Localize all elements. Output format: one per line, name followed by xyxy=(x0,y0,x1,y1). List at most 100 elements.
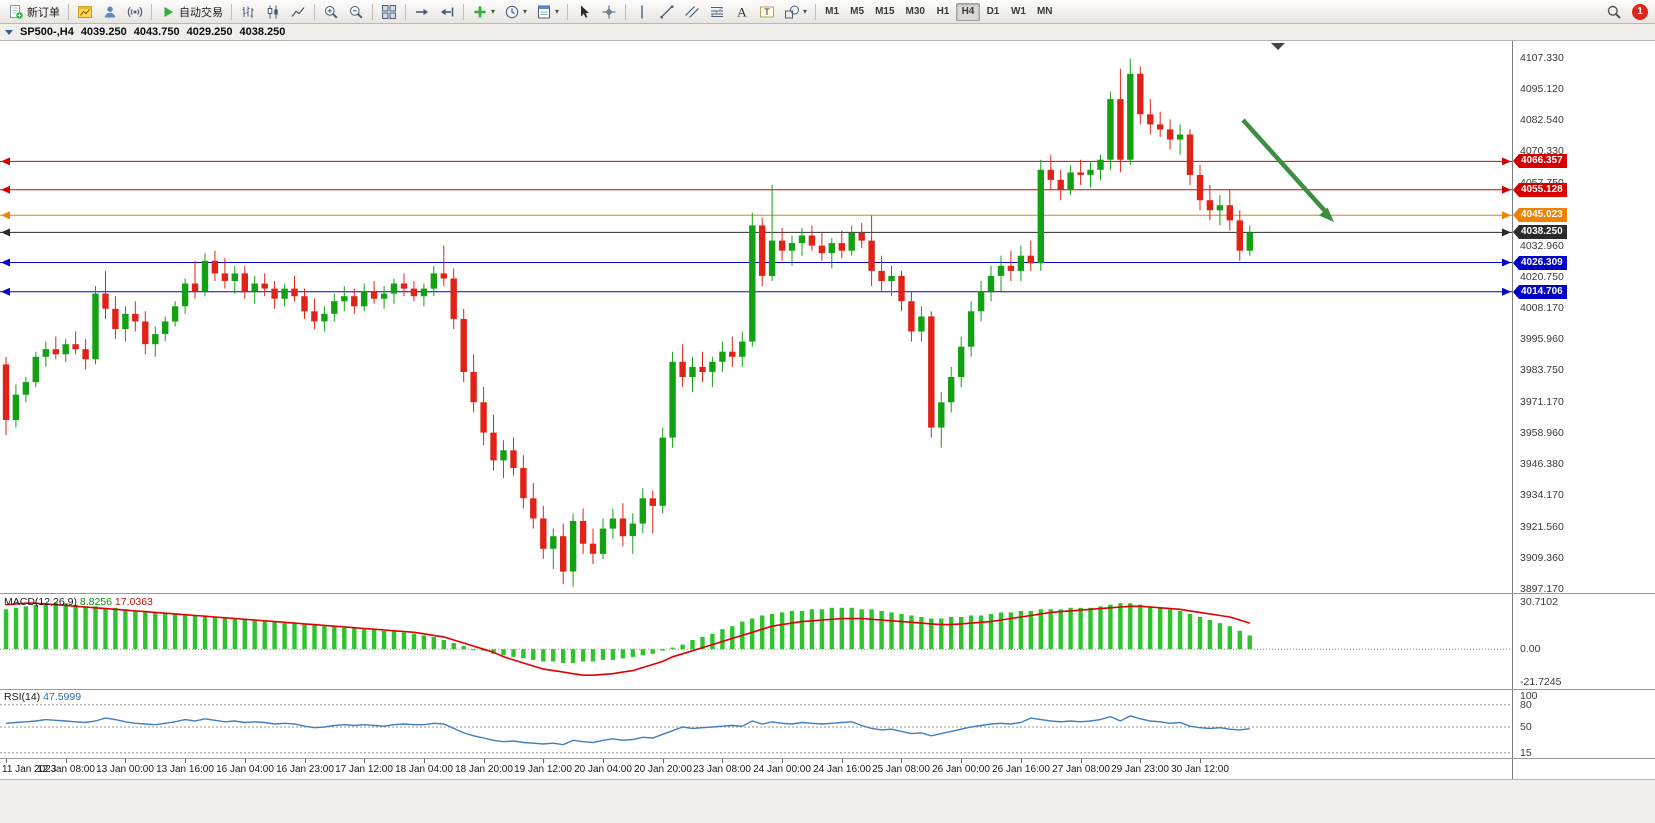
macd-histogram-bar xyxy=(1167,609,1173,650)
macd-histogram-bar xyxy=(202,617,208,650)
price-level-line[interactable] xyxy=(0,287,1512,296)
timeframe-m30-button[interactable]: M30 xyxy=(901,3,930,21)
macd-indicator-panel[interactable] xyxy=(0,594,1512,689)
price-axis[interactable]: 4107.3304095.1204082.5404070.3304057.750… xyxy=(1512,41,1655,779)
indicators-button[interactable]: ▾ xyxy=(468,2,499,22)
text-button[interactable]: A xyxy=(730,2,754,22)
candle xyxy=(709,356,716,388)
candle xyxy=(500,440,507,479)
time-axis-tick xyxy=(663,759,664,763)
chart-shift-marker-icon[interactable] xyxy=(1271,43,1285,50)
price-level-line[interactable] xyxy=(0,258,1512,267)
candle xyxy=(261,273,268,297)
badge-pointer-icon xyxy=(1513,256,1519,270)
cursor-button[interactable] xyxy=(572,2,596,22)
signal-button[interactable] xyxy=(123,2,147,22)
market-watch-button[interactable] xyxy=(98,2,122,22)
macd-histogram-bar xyxy=(1068,607,1073,650)
trendline-button[interactable] xyxy=(655,2,679,22)
macd-histogram-bar xyxy=(73,604,78,650)
crosshair-button[interactable] xyxy=(597,2,621,22)
timeframe-m15-button[interactable]: M15 xyxy=(870,3,899,21)
time-axis-tick xyxy=(1140,759,1141,763)
cursor-icon xyxy=(581,5,590,18)
timeframe-m1-button[interactable]: M1 xyxy=(820,3,844,21)
level-right-marker-icon xyxy=(1502,228,1511,237)
price-level-line[interactable] xyxy=(0,157,1512,166)
notification-count: 1 xyxy=(1637,6,1643,17)
timeframe-h1-button[interactable]: H1 xyxy=(931,3,955,21)
candle xyxy=(858,222,865,249)
templates-button[interactable]: ▾ xyxy=(532,2,563,22)
line-chart-button[interactable] xyxy=(286,2,310,22)
candle xyxy=(997,255,1005,292)
chart-menu-icon[interactable] xyxy=(5,29,13,35)
zoom-out-button[interactable] xyxy=(344,2,368,22)
bar-chart-icon xyxy=(242,6,254,18)
macd-histogram-bar xyxy=(570,649,576,663)
panel-separator[interactable] xyxy=(0,593,1655,594)
zoom-in-button[interactable] xyxy=(319,2,343,22)
timeframe-w1-button[interactable]: W1 xyxy=(1006,3,1031,21)
level-right-marker-icon xyxy=(1502,157,1511,166)
price-chart[interactable] xyxy=(0,41,1512,593)
macd-histogram-bar xyxy=(1177,610,1183,650)
candle xyxy=(420,283,428,307)
bar-chart-button[interactable] xyxy=(236,2,260,22)
timeframe-mn-button[interactable]: MN xyxy=(1032,3,1058,21)
price-level-line[interactable] xyxy=(0,185,1512,194)
candle xyxy=(679,344,686,388)
macd-histogram-bar xyxy=(421,635,427,650)
macd-histogram-bar xyxy=(83,606,88,650)
tile-windows-button[interactable] xyxy=(377,2,401,22)
candlestick-button[interactable] xyxy=(261,2,285,22)
annotation-arrow[interactable] xyxy=(1241,118,1334,222)
macd-histogram-bar xyxy=(690,640,695,650)
macd-histogram-bar xyxy=(988,613,994,650)
candle xyxy=(868,215,875,287)
vertical-line-button[interactable] xyxy=(630,2,654,22)
macd-histogram-bar xyxy=(33,604,38,650)
price-level-line[interactable] xyxy=(0,211,1512,220)
time-axis-tick xyxy=(1200,759,1201,763)
shapes-button[interactable]: ▾ xyxy=(780,2,811,22)
candle xyxy=(520,455,527,509)
channel-button[interactable] xyxy=(680,2,704,22)
candle xyxy=(1097,154,1104,180)
candle xyxy=(112,296,119,340)
rsi-indicator-panel[interactable] xyxy=(0,690,1512,758)
price-axis-tick: 4095.120 xyxy=(1520,83,1564,95)
price-level-line[interactable] xyxy=(0,228,1512,237)
price-axis-tick: 3921.560 xyxy=(1520,521,1564,533)
auto-scroll-button[interactable] xyxy=(410,2,434,22)
dropdown-caret-icon: ▾ xyxy=(523,6,528,16)
candle xyxy=(361,283,368,312)
macd-histogram-bar xyxy=(819,609,825,650)
timeframe-d1-button[interactable]: D1 xyxy=(981,3,1005,21)
search-button[interactable] xyxy=(1602,2,1626,22)
macd-histogram-bar xyxy=(391,630,397,650)
label-button[interactable]: T xyxy=(755,2,779,22)
new-order-button[interactable]: 新订单 xyxy=(4,2,64,22)
time-axis[interactable]: 11 Jan 2023 12 Jan 08:00 13 Jan 00:00 13 Ja… xyxy=(0,759,1512,779)
chart-window-button[interactable] xyxy=(73,2,97,22)
fibonacci-button[interactable] xyxy=(705,2,729,22)
timeframe-h4-button[interactable]: H4 xyxy=(955,2,980,21)
dropdown-caret-icon: ▾ xyxy=(555,6,560,16)
price-axis-tick: 3958.960 xyxy=(1520,427,1564,439)
notification-badge[interactable]: 1 xyxy=(1632,3,1648,20)
macd-histogram-bar xyxy=(1138,604,1143,650)
autotrade-button[interactable]: 自动交易 xyxy=(156,2,227,22)
chart-shift-button[interactable] xyxy=(435,2,459,22)
fibonacci-icon xyxy=(710,6,724,17)
macd-histogram-bar xyxy=(531,649,536,660)
periods-button[interactable]: ▾ xyxy=(500,2,531,22)
candle xyxy=(1027,240,1034,271)
candle xyxy=(351,288,358,314)
macd-histogram-bar xyxy=(1247,635,1252,650)
time-axis-tick xyxy=(722,759,723,763)
panel-separator[interactable] xyxy=(0,689,1655,690)
timeframe-m5-button[interactable]: M5 xyxy=(845,3,869,21)
time-axis-label: 29 Jan 23:00 xyxy=(1111,764,1169,775)
candle xyxy=(619,503,627,547)
